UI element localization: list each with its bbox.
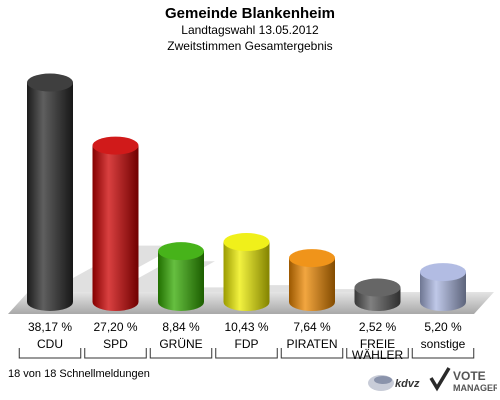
logo-kdvz: kdvz [395,378,420,390]
category-axis [18,348,475,359]
bar-freie-wähler [354,278,401,311]
bar-spd [92,136,139,311]
bar-top [27,73,73,92]
bar-top [223,233,270,252]
value-label: 8,84 % [162,320,200,334]
category-tick [280,348,344,359]
bar-body [289,258,335,311]
bar-top [354,278,401,297]
category-label: FREIE [360,337,395,351]
bar-top [420,263,466,282]
bar-fdp [223,233,270,311]
bar-top [158,242,204,261]
value-label: 2,52 % [359,320,397,334]
category-tick [346,348,409,359]
bar-body [92,145,139,311]
bar-grüne [158,242,204,311]
value-label: 38,17 % [28,320,72,334]
category-label: CDU [37,337,63,351]
category-tick [411,348,475,359]
bar-top [289,249,335,268]
bar-piraten [289,249,335,311]
category-tick [18,348,82,359]
category-label: FDP [235,337,259,351]
category-tick [215,348,278,359]
bar-body [27,82,73,311]
category-tick [149,348,213,359]
value-label: 5,20 % [424,320,462,334]
bars [27,73,466,311]
bar-cdu [27,73,73,311]
chart-subtitle-2: Zweitstimmen Gesamtergebnis [167,39,333,53]
reporting-status: 18 von 18 Schnellmeldungen [8,368,150,380]
chart-title: Gemeinde Blankenheim [164,5,336,22]
value-label: 27,20 % [93,320,137,334]
category-tick [84,348,147,359]
bar-body [158,251,204,311]
chart-subtitle: Landtagswahl 13.05.2012 [181,23,319,37]
value-label: 7,64 % [293,320,331,334]
logo-checkmark-icon [429,367,451,392]
category-label: sonstige [421,337,466,351]
bar-body [420,272,466,311]
value-labels: 38,17 % 27,20 % 8,84 % 10,43 % 7,64 % 2,52 % 5… [28,320,462,334]
category-label: PIRATEN [286,337,337,351]
logo-manager: MANAGER [453,383,497,393]
votemanager-logo: kdvz VOTE MANAGER [368,367,497,393]
category-label: SPD [103,337,128,351]
bar-sonstige [420,263,466,311]
bar-top [92,136,139,155]
category-label: WÄHLER [352,348,404,362]
bar-body [223,242,270,311]
value-label: 10,43 % [224,320,268,334]
logo-vote: VOTE [453,369,486,383]
category-label: GRÜNE [159,337,202,351]
